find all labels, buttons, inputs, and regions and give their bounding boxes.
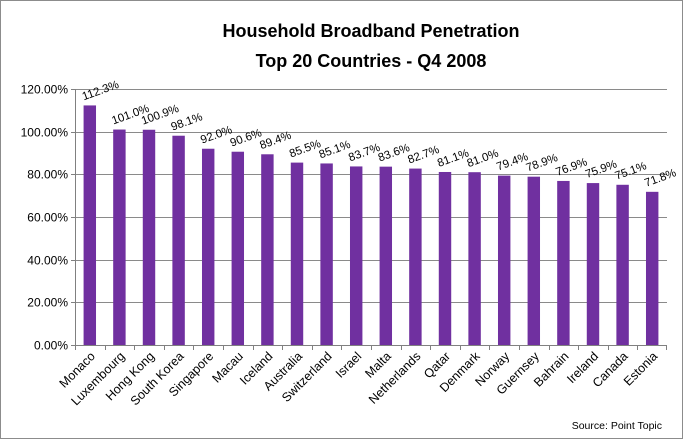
bar: [201, 148, 215, 345]
category-label: Israel: [333, 349, 365, 381]
y-tick-label: 120.00%: [21, 83, 69, 97]
bar: [349, 166, 363, 345]
data-labels: 112.3%101.0%100.9%98.1%92.0%90.6%89.4%85…: [81, 79, 678, 190]
bar: [468, 172, 481, 345]
chart-title-line-1: Household Broadband Penetration: [222, 21, 519, 41]
data-label: 112.3%: [81, 79, 121, 103]
data-label: 92.0%: [199, 124, 234, 146]
bar: [497, 175, 511, 345]
y-tick-label: 80.00%: [27, 168, 68, 182]
data-label: 71.8%: [643, 167, 678, 189]
bar: [113, 129, 126, 345]
data-label: 78.9%: [525, 152, 560, 174]
y-tick-label: 100.00%: [21, 126, 69, 140]
data-label: 83.6%: [377, 142, 412, 164]
data-label: 82.7%: [406, 144, 441, 166]
bar: [290, 162, 304, 345]
data-label: 85.1%: [318, 139, 353, 161]
bar: [231, 151, 245, 345]
bar: [616, 184, 629, 345]
bar: [527, 176, 541, 345]
bar: [557, 180, 570, 345]
y-tick-label: 20.00%: [27, 296, 68, 310]
y-tick-label: 40.00%: [27, 254, 68, 268]
bar: [379, 166, 393, 345]
data-label: 75.9%: [584, 158, 619, 180]
bar: [261, 154, 274, 345]
axes: [71, 89, 667, 350]
data-label: 90.6%: [229, 127, 264, 149]
bar: [409, 168, 422, 345]
category-label: Estonia: [621, 349, 660, 388]
source-note: Source: Point Topic: [572, 420, 662, 432]
bar-series: [83, 105, 659, 345]
y-axis-tick-labels: 0.00% 20.00% 40.00% 60.00% 80.00% 100.00% 120.…: [21, 83, 69, 353]
bar: [645, 191, 659, 345]
y-tick-label: 60.00%: [27, 211, 68, 225]
bar: [586, 183, 600, 345]
bar: [320, 163, 333, 345]
data-label: 81.0%: [466, 148, 501, 170]
gridlines: [75, 89, 667, 303]
bar: [172, 135, 185, 345]
bar: [83, 105, 97, 345]
chart-title-line-2: Top 20 Countries - Q4 2008: [256, 51, 487, 71]
y-tick-label: 0.00%: [34, 339, 68, 353]
data-label: 76.9%: [554, 156, 589, 178]
bar: [142, 129, 156, 345]
bar: [438, 171, 452, 345]
